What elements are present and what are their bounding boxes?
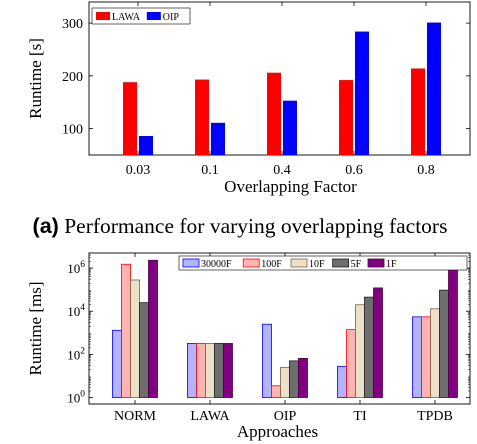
legend-swatch [96,12,110,20]
chart1-y-axis-label: Runtime [s] [26,38,45,119]
x-tick-label: LAWA [190,409,230,424]
y-tick-label: 106 [67,260,85,276]
legend-label: 10F [309,259,325,270]
legend-label: OIP [163,12,180,23]
bar-lawa [339,80,353,155]
y-tick-label: 200 [62,70,83,85]
chart1-legend: LAWA OIP [91,7,191,25]
bar-100f [346,329,356,398]
chart2-x-axis-label: Approaches [237,422,318,441]
bar-1f [148,259,158,398]
y-tick-label: 100 [67,390,85,406]
bar-100f [271,385,281,398]
bar-10f [130,279,140,398]
bar-100f [421,316,431,398]
x-tick-label: NORM [114,409,157,424]
bar-oip [427,22,441,155]
legend-label: LAWA [112,12,141,23]
legend-swatch [182,258,200,268]
overlap-runtime-chart: 100 200 300 0.03 0.1 0.4 0.6 0.8 LAWA OIP Runtim… [26,1,471,196]
chart2-ticks: 100 102 104 106 NORM LAWA OIP TI TPDB [67,253,470,424]
approaches-runtime-chart: 100 102 104 106 NORM LAWA OIP TI TPDB 30000F 100F… [26,252,471,441]
bar-100f [196,343,206,398]
legend-box [91,7,191,25]
bar-30000f [412,316,422,398]
bar-10f [205,343,215,398]
bar-oip [283,100,297,155]
bar-lawa [411,68,425,155]
bar-30000f [187,343,197,398]
bar-100f [121,263,131,398]
bar-5f [289,360,299,398]
bar-1f [448,269,458,398]
legend-swatch [367,258,385,268]
chart1-bars [123,22,441,155]
chart2-legend: 30000F 100F 10F 5F 1F [178,255,468,271]
bar-1f [373,287,383,398]
chart2-bars [112,259,458,398]
x-tick-label: 0.1 [201,163,219,178]
bar-10f [355,304,365,398]
x-tick-label: 0.6 [345,163,363,178]
bar-5f [439,289,449,398]
bar-10f [430,308,440,398]
chart1-ticks: 100 200 300 0.03 0.1 0.4 0.6 0.8 [62,2,470,178]
legend-label: 30000F [201,259,232,270]
caption-label: (a) [32,214,59,238]
bar-5f [139,302,149,398]
x-tick-label: TI [353,409,367,424]
bar-1f [223,343,233,398]
bar-lawa [267,72,281,155]
legend-label: 100F [261,259,282,270]
y-tick-label: 104 [67,303,85,319]
legend-swatch [146,12,161,20]
y-tick-label: 100 [62,123,83,138]
x-tick-label: TPDB [417,409,453,424]
bar-30000f [112,329,122,398]
y-tick-label: 102 [67,346,85,362]
caption-text: Performance for varying overlapping fact… [64,214,448,238]
x-tick-label: OIP [274,409,297,424]
chart2-y-axis-label: Runtime [ms] [26,282,45,376]
x-tick-label: 0.03 [126,163,151,178]
bar-1f [298,357,308,398]
figure-caption: (a) Performance for varying overlapping … [6,214,474,239]
legend-swatch [290,258,308,268]
bar-oip [139,136,153,155]
y-tick-label: 300 [62,17,83,32]
bar-5f [364,296,374,398]
legend-swatch [242,258,260,268]
legend-swatch [332,258,350,268]
bar-lawa [123,82,137,155]
legend-label: 5F [351,259,362,270]
chart1-x-axis-label: Overlapping Factor [224,177,357,196]
x-tick-label: 0.4 [273,163,291,178]
chart2-plot-frame [88,252,471,405]
x-tick-label: 0.8 [417,163,435,178]
bar-5f [214,343,224,398]
bar-30000f [262,323,272,398]
bar-10f [280,366,290,398]
legend-label: 1F [386,259,397,270]
bar-30000f [337,365,347,398]
bar-lawa [195,79,209,155]
bar-oip [355,31,369,155]
bar-oip [211,122,225,155]
